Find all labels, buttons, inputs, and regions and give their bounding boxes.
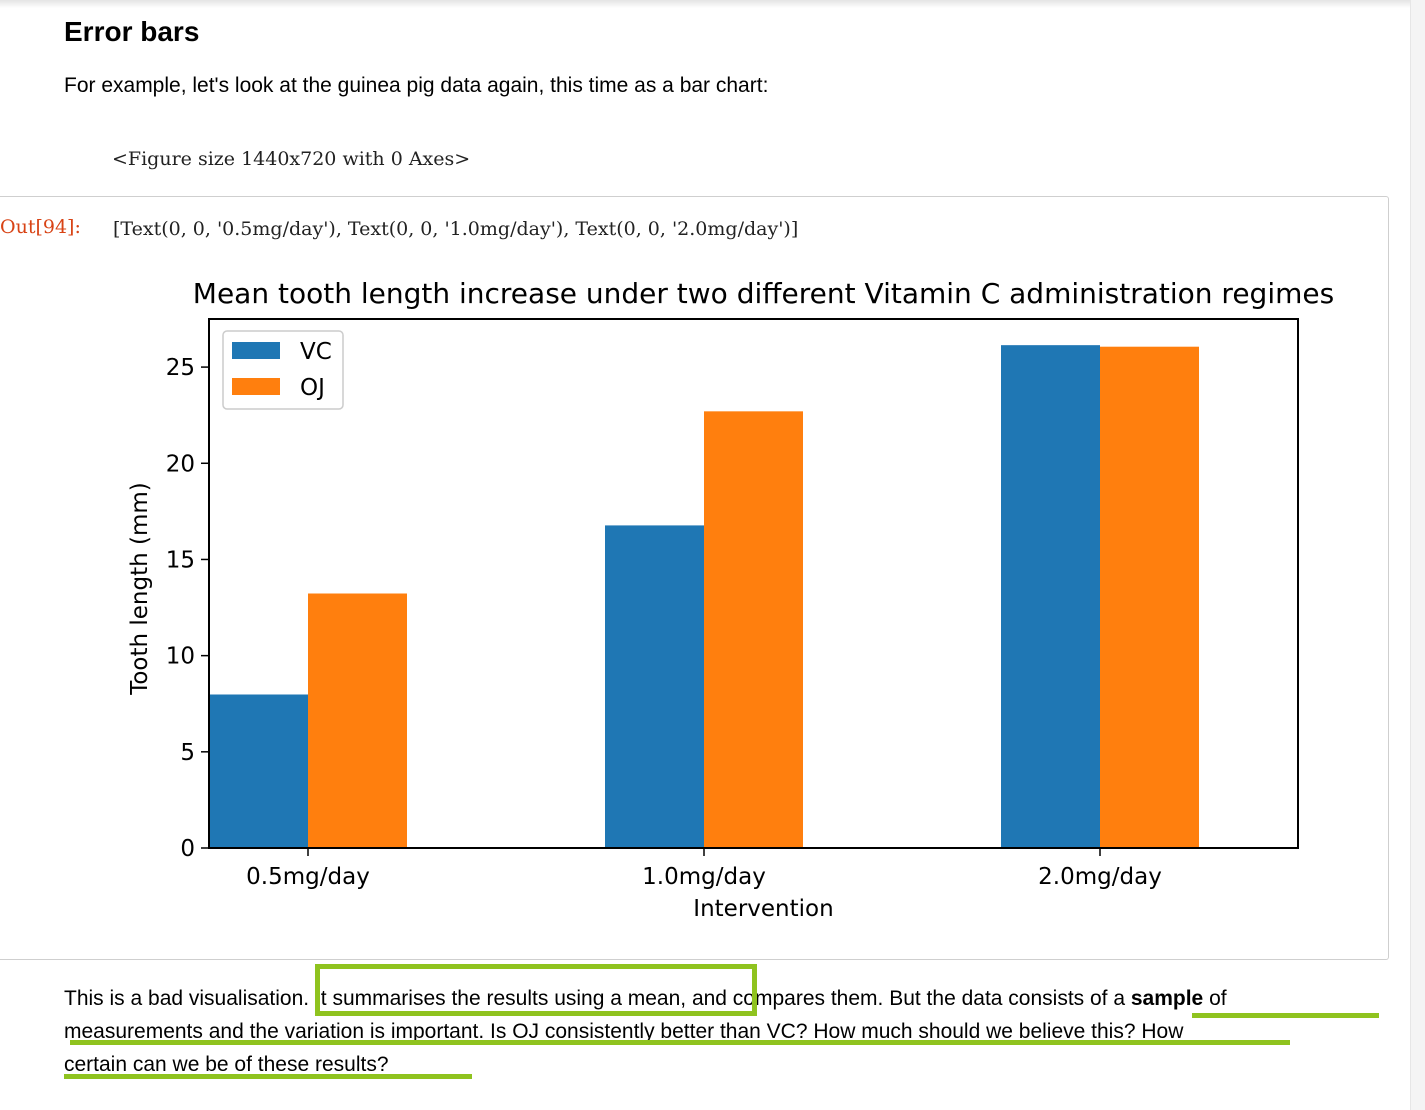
bar-vc-0 <box>209 694 308 848</box>
plot-frame <box>208 318 1299 849</box>
underline-mark-2 <box>70 1040 1290 1045</box>
output-text: [Text(0, 0, '0.5mg/day'), Text(0, 0, '1.… <box>113 218 799 240</box>
paragraph-line-3: certain can we be of these results? <box>64 1053 389 1076</box>
y-tick-label-1: 5 <box>180 740 195 766</box>
paragraph-line-1: This is a bad visualisation. It summaris… <box>64 982 1364 1015</box>
paragraph-text-b: of <box>1203 987 1227 1010</box>
legend-label-vc: VC <box>300 339 332 365</box>
vertical-scrollbar[interactable] <box>1410 0 1425 1110</box>
top-shadow <box>0 0 1425 8</box>
sample-bold: sample <box>1130 987 1204 1010</box>
y-tick-label-5: 25 <box>166 355 195 381</box>
y-tick-label-0: 0 <box>180 836 195 862</box>
x-axis-label: Intervention <box>693 896 833 922</box>
output-cell <box>0 196 1389 960</box>
explanation-paragraph: This is a bad visualisation. It summaris… <box>64 982 1364 1081</box>
figure-size-note: <Figure size 1440x720 with 0 Axes> <box>112 148 471 170</box>
chart-title: Mean tooth length increase under two dif… <box>193 277 1334 310</box>
bar-chart: Mean tooth length increase under two dif… <box>127 277 1334 922</box>
highlight-box <box>315 964 757 1016</box>
bar-oj-1 <box>704 411 803 848</box>
legend-label-oj: OJ <box>300 375 325 401</box>
paragraph-line-2: measurements and the variation is import… <box>64 1020 1184 1043</box>
output-prompt: Out[94]: <box>0 216 81 238</box>
bar-oj-2 <box>1100 346 1199 848</box>
y-tick-label-4: 20 <box>166 451 195 477</box>
x-tick-label-0: 0.5mg/day <box>246 864 370 890</box>
paragraph-text-a: This is a bad visualisation. It summaris… <box>64 987 1131 1010</box>
bar-oj-0 <box>308 593 407 848</box>
legend-swatch-oj <box>232 378 280 395</box>
y-tick-label-3: 15 <box>166 547 195 573</box>
bar-vc-2 <box>1001 345 1100 848</box>
x-tick-label-1: 1.0mg/day <box>642 864 766 890</box>
underline-mark-3 <box>64 1074 472 1079</box>
y-axis-label: Tooth length (mm) <box>127 482 153 696</box>
x-tick-label-2: 2.0mg/day <box>1038 864 1162 890</box>
underline-mark-1 <box>1192 1013 1379 1018</box>
bar-vc-1 <box>605 525 704 848</box>
section-heading: Error bars <box>64 16 200 47</box>
y-tick-label-2: 10 <box>166 644 195 670</box>
intro-text: For example, let's look at the guinea pi… <box>64 74 769 97</box>
legend-swatch-vc <box>232 342 280 359</box>
